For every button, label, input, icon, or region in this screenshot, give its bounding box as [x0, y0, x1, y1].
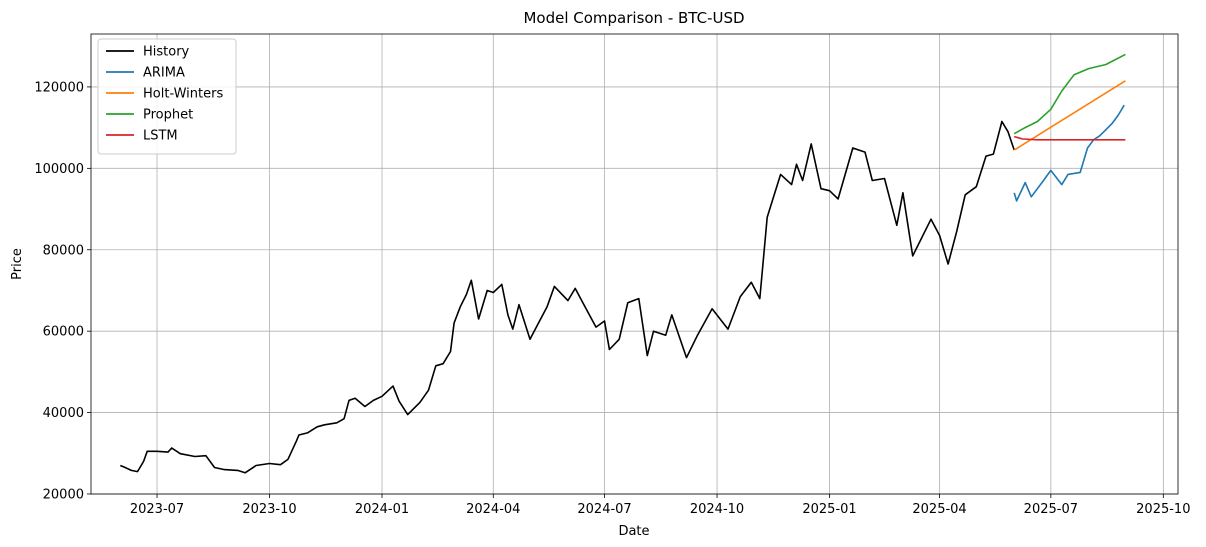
series-line-holt-winters: [1013, 80, 1126, 151]
y-tick-label: 80000: [43, 243, 84, 258]
legend: History ARIMA Holt-Winters Prophet LSTM: [97, 38, 237, 155]
y-tick-label: 60000: [43, 325, 84, 340]
y-tick-label: 40000: [43, 406, 84, 421]
y-tick-label: 100000: [34, 162, 84, 177]
x-tick-label: 2024-07: [577, 502, 631, 517]
x-tick-label: 2023-10: [242, 502, 296, 517]
axes: 2023-07 2023-10 2024-01 2024-04 2024-07 2024-…: [34, 33, 1190, 517]
series-line-arima: [1013, 104, 1125, 202]
series-line-prophet: [1013, 53, 1126, 135]
x-tick-label: 2024-01: [355, 502, 409, 517]
y-tick-label: 120000: [34, 80, 84, 95]
legend-label-holt-winters: Holt-Winters: [143, 87, 223, 102]
legend-label-prophet: Prophet: [143, 108, 193, 123]
x-tick-label: 2023-07: [130, 502, 184, 517]
grid-lines: [91, 34, 1178, 495]
legend-label-history: History: [143, 45, 190, 60]
x-tick-label: 2024-10: [690, 502, 744, 517]
legend-label-arima: ARIMA: [143, 66, 185, 81]
x-tick-label: 2025-07: [1024, 502, 1078, 517]
x-axis-title: Date: [618, 524, 649, 539]
x-tick-label: 2025-01: [802, 502, 856, 517]
legend-label-lstm: LSTM: [143, 129, 178, 144]
series-layer: [119, 53, 1126, 474]
y-axis-title: Price: [10, 248, 25, 280]
legend-box: [97, 38, 237, 155]
x-tick-label: 2025-10: [1136, 502, 1190, 517]
plot-frame: [90, 33, 1179, 495]
series-line-history: [119, 120, 1015, 474]
y-tick-label: 20000: [43, 488, 84, 503]
x-tick-label: 2025-04: [912, 502, 966, 517]
x-tick-label: 2024-04: [466, 502, 520, 517]
series-line-lstm: [1013, 135, 1126, 141]
chart-title: Model Comparison - BTC-USD: [523, 9, 744, 27]
